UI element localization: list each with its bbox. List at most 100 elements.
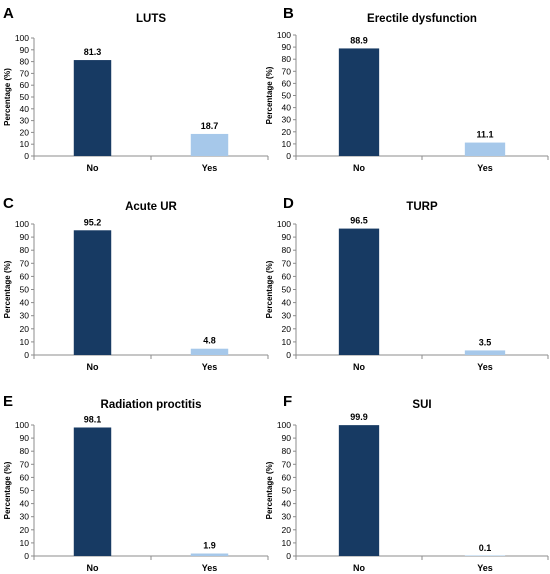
chart-5-panel-letter: F: [283, 393, 292, 410]
chart-0-panel-letter: A: [3, 5, 14, 22]
chart-4-y-tick-label: 30: [20, 512, 30, 522]
chart-5-y-tick-label: 60: [282, 472, 292, 482]
chart-3-y-tick-label: 10: [282, 337, 292, 347]
chart-0-data-label-yes: 18.7: [201, 121, 219, 131]
chart-5-data-label-no: 99.9: [350, 412, 368, 422]
chart-2-y-tick-label: 10: [20, 337, 30, 347]
chart-1-y-tick-label: 50: [282, 91, 292, 101]
chart-5-y-tick-label: 70: [282, 459, 292, 469]
chart-0-data-label-no: 81.3: [84, 47, 102, 57]
chart-4-category-label-no: No: [87, 563, 99, 573]
chart-4-y-tick-label: 70: [20, 459, 30, 469]
chart-1-data-label-yes: 11.1: [476, 130, 493, 140]
chart-0-y-tick-label: 80: [20, 57, 30, 67]
chart-5-category-label-no: No: [353, 563, 365, 573]
chart-3-y-tick-label: 60: [282, 271, 292, 281]
chart-3-data-label-no: 96.5: [350, 216, 368, 226]
chart-2-y-tick-label: 70: [20, 258, 30, 268]
chart-2-y-tick-label: 100: [15, 219, 29, 229]
chart-4-data-label-yes: 1.9: [203, 541, 216, 551]
chart-5-y-tick-label: 80: [282, 446, 292, 456]
chart-3-y-tick-label: 80: [282, 245, 292, 255]
chart-1-category-label-yes: Yes: [477, 163, 493, 173]
chart-1-category-label-no: No: [353, 163, 365, 173]
chart-5-y-tick-label: 10: [282, 538, 292, 548]
chart-5-y-tick-label: 20: [282, 525, 292, 535]
chart-4-y-tick-label: 0: [24, 551, 29, 561]
chart-5-y-tick-label: 0: [286, 551, 291, 561]
chart-0-y-tick-label: 100: [15, 33, 29, 43]
chart-2-category-label-yes: Yes: [202, 362, 218, 372]
chart-4-y-tick-label: 10: [20, 538, 30, 548]
chart-0-y-tick-label: 0: [24, 151, 29, 161]
chart-1-y-tick-label: 100: [277, 30, 291, 40]
chart-5-title: SUI: [412, 399, 431, 411]
chart-4-y-tick-label: 50: [20, 486, 30, 496]
chart-2-y-tick-label: 80: [20, 245, 30, 255]
chart-5-y-tick-label: 40: [282, 499, 292, 509]
chart-1-y-tick-label: 90: [282, 42, 292, 52]
chart-1-bar-no: [338, 48, 380, 156]
chart-3-bar-no: [338, 228, 380, 355]
chart-3-category-label-no: No: [353, 362, 365, 372]
chart-1-y-tick-label: 0: [286, 151, 291, 161]
chart-3-y-tick-label: 50: [282, 285, 292, 295]
chart-2-bar-no: [73, 230, 112, 355]
chart-2-title: Acute UR: [125, 201, 177, 213]
chart-4-y-tick-label: 60: [20, 472, 30, 482]
chart-4-y-tick-label: 80: [20, 446, 30, 456]
chart-0-y-axis-title: Percentage (%): [3, 68, 12, 126]
chart-0-y-tick-label: 40: [20, 104, 30, 114]
chart-4-panel-letter: E: [3, 393, 13, 410]
chart-4-bar-no: [73, 427, 112, 556]
chart-2-y-tick-label: 30: [20, 311, 30, 321]
chart-2-y-tick-label: 40: [20, 298, 30, 308]
chart-3-y-tick-label: 70: [282, 258, 292, 268]
chart-1-title: Erectile dysfunction: [367, 13, 477, 25]
chart-5-bar-yes: [464, 555, 506, 556]
chart-4-y-axis-title: Percentage (%): [3, 461, 12, 519]
chart-1-panel-letter: B: [283, 5, 294, 22]
chart-5-y-tick-label: 90: [282, 433, 292, 443]
chart-1-bar-yes: [464, 142, 506, 156]
chart-3-data-label-yes: 3.5: [479, 337, 492, 347]
chart-3-panel-letter: D: [283, 195, 294, 212]
chart-2-bar-yes: [190, 348, 229, 355]
chart-1-y-tick-label: 80: [282, 54, 292, 64]
chart-0-bar-yes: [190, 133, 229, 156]
chart-0-category-label-yes: Yes: [202, 163, 218, 173]
chart-0-y-tick-label: 10: [20, 139, 30, 149]
chart-1-data-label-no: 88.9: [350, 35, 368, 45]
chart-5-y-axis-title: Percentage (%): [265, 461, 274, 519]
chart-0-y-tick-label: 70: [20, 68, 30, 78]
chart-4-y-tick-label: 100: [15, 420, 29, 430]
chart-3-title: TURP: [406, 201, 438, 213]
chart-4-y-tick-label: 40: [20, 499, 30, 509]
chart-5-y-tick-label: 50: [282, 486, 292, 496]
chart-2-data-label-no: 95.2: [84, 217, 102, 227]
chart-3-y-tick-label: 100: [277, 219, 291, 229]
chart-1-y-tick-label: 30: [282, 115, 292, 125]
chart-0-title: LUTS: [136, 13, 166, 25]
chart-2-y-axis-title: Percentage (%): [3, 260, 12, 318]
chart-1-y-tick-label: 40: [282, 103, 292, 113]
chart-3-y-tick-label: 90: [282, 232, 292, 242]
chart-0-y-tick-label: 20: [20, 127, 30, 137]
chart-4-bar-yes: [190, 553, 229, 556]
chart-5-data-label-yes: 0.1: [479, 543, 492, 553]
chart-4-category-label-yes: Yes: [202, 563, 218, 573]
chart-3-y-tick-label: 0: [286, 350, 291, 360]
chart-3-y-tick-label: 40: [282, 298, 292, 308]
chart-2-y-tick-label: 0: [24, 350, 29, 360]
chart-3-y-axis-title: Percentage (%): [265, 260, 274, 318]
chart-0-y-tick-label: 60: [20, 80, 30, 90]
chart-4-data-label-no: 98.1: [84, 414, 102, 424]
chart-2-y-tick-label: 90: [20, 232, 30, 242]
chart-1-y-tick-label: 70: [282, 66, 292, 76]
chart-2-category-label-no: No: [87, 362, 99, 372]
chart-5-bar-no: [338, 425, 380, 556]
chart-2-panel-letter: C: [3, 195, 14, 212]
chart-2-y-tick-label: 60: [20, 271, 30, 281]
chart-2-data-label-yes: 4.8: [203, 336, 216, 346]
